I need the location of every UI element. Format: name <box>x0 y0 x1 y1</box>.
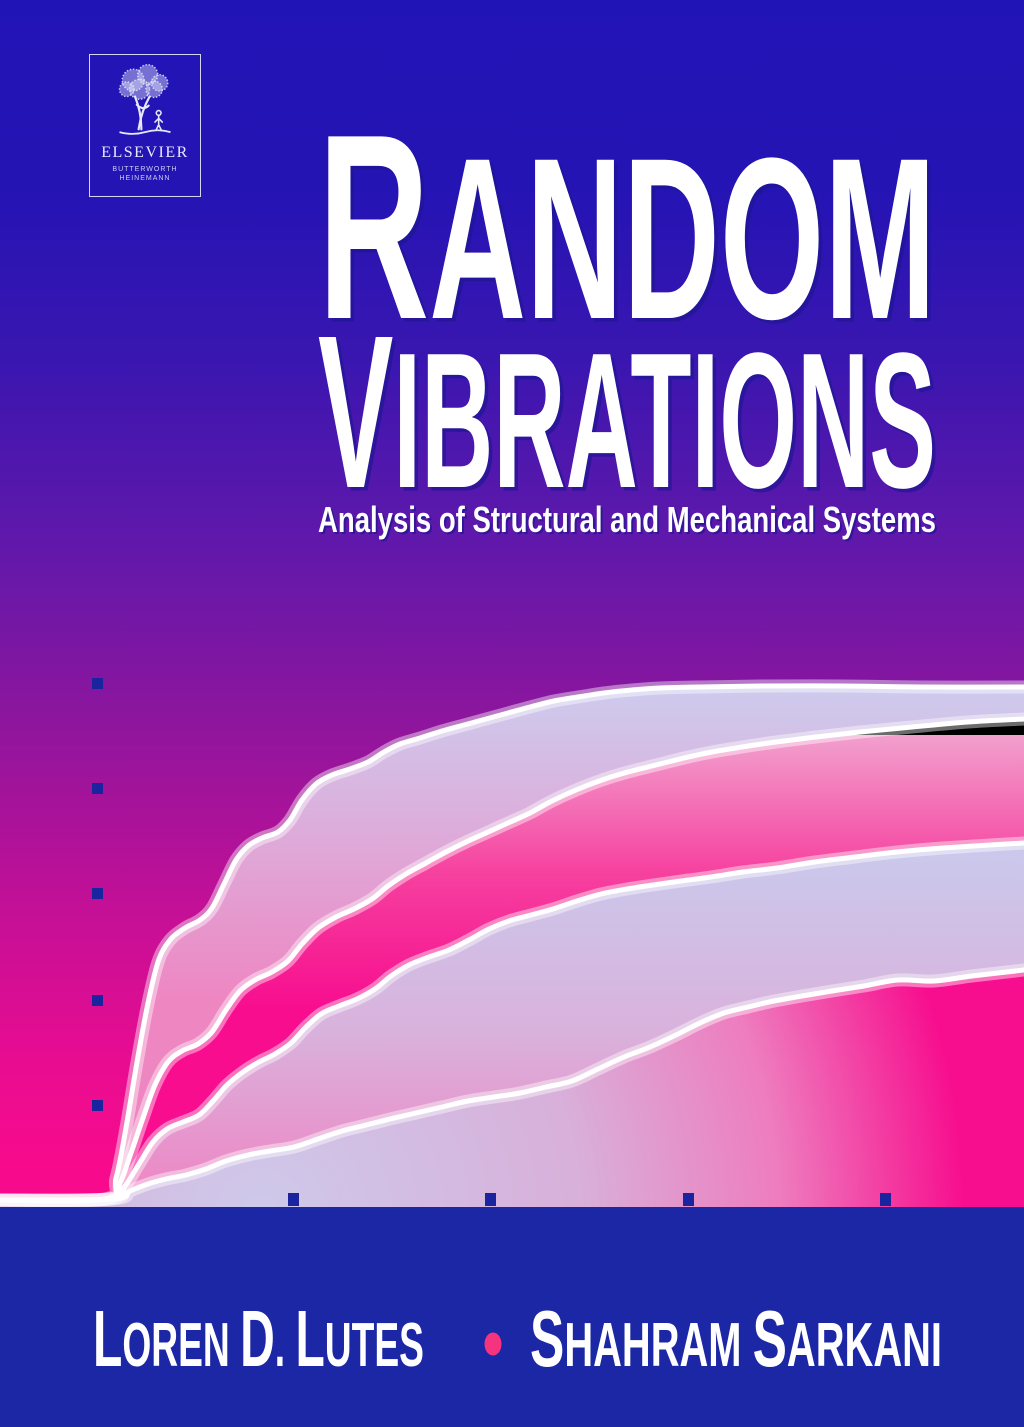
title-block: RANDOM VIBRATIONS Analysis of Structural… <box>318 79 940 542</box>
curve-1 <box>0 683 1024 1204</box>
area-fill-4 <box>0 970 1024 1207</box>
title-line1: RANDOM <box>318 79 936 374</box>
curve-3 <box>0 840 1024 1203</box>
publisher-logo-box: ELSEVIER BUTTERWORTH HEINEMANN <box>89 54 201 197</box>
y-axis-tick <box>92 888 103 899</box>
curve-4 <box>0 967 1024 1203</box>
x-axis-tick <box>880 1193 891 1206</box>
author-separator-dot <box>484 1332 502 1356</box>
subtitle: Analysis of Structural and Mechanical Sy… <box>318 499 936 540</box>
authors-block: LOREN D. LUTES SHAHRAM SARKANI <box>93 1294 942 1383</box>
y-axis-tick <box>92 678 103 689</box>
imprint-line1: BUTTERWORTH <box>112 166 178 173</box>
elsevier-tree-icon <box>118 63 171 135</box>
title-line1-shadow: RANDOM <box>322 83 940 378</box>
title-line2-initial: V <box>318 291 393 534</box>
title-line1-initial: R <box>318 79 429 374</box>
subtitle-shadow: Analysis of Structural and Mechanical Sy… <box>320 501 938 542</box>
curve-2 <box>0 716 1024 1204</box>
bottom-band <box>0 1207 1024 1427</box>
title-line2-rest: IBRATIONS <box>393 312 936 528</box>
x-axis-tick <box>485 1193 496 1206</box>
y-axis-tick <box>92 1100 103 1111</box>
y-axis-tick <box>92 783 103 794</box>
imprint-line2: HEINEMANN <box>119 175 171 183</box>
title-line1-rest: ANDOM <box>429 110 936 367</box>
decorative-chart <box>0 678 1024 1207</box>
publisher-name: ELSEVIER <box>101 144 189 161</box>
y-axis-tick <box>92 995 103 1006</box>
title-line2-shadow: VIBRATIONS <box>322 295 940 538</box>
author-2: SHAHRAM SARKANI <box>530 1294 942 1383</box>
author-1: LOREN D. LUTES <box>93 1294 424 1383</box>
publisher-imprint: BUTTERWORTH HEINEMANN <box>112 165 177 184</box>
title-line2: VIBRATIONS <box>318 291 936 534</box>
x-axis-tick <box>683 1193 694 1206</box>
x-axis-tick <box>288 1193 299 1206</box>
